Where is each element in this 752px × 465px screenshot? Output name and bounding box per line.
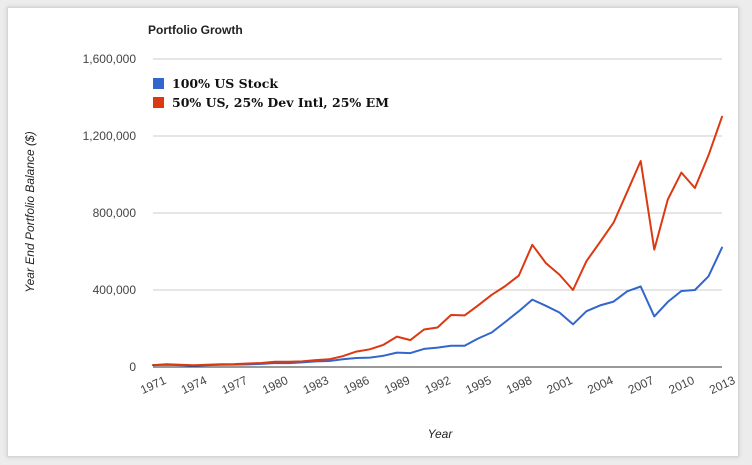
x-tick-label: 1995 [463, 373, 493, 397]
x-tick-label: 1977 [219, 373, 249, 397]
x-tick-label: 2007 [626, 373, 656, 397]
x-tick-label: 1998 [504, 373, 534, 397]
y-tick-label: 800,000 [93, 206, 137, 220]
legend-swatch [153, 78, 164, 89]
x-tick-label: 1986 [341, 373, 371, 397]
y-tick-label: 1,200,000 [83, 129, 137, 143]
x-tick-label: 1980 [260, 373, 290, 397]
legend-label: 100% US Stock [172, 76, 278, 91]
y-axis-tick-labels: 0 400,000 800,000 1,200,000 1,600,000 [83, 52, 137, 374]
legend-label: 50% US, 25% Dev Intl, 25% EM [172, 95, 389, 110]
series-line-2 [152, 115, 723, 367]
y-tick-label: 400,000 [93, 283, 137, 297]
x-axis-tick-labels: 1971 1974 1977 1980 1983 1986 1989 1992 1995 1998… [138, 373, 737, 397]
y-tick-label: 1,600,000 [83, 52, 137, 66]
gridlines [153, 58, 722, 368]
x-axis-title: Year [428, 427, 454, 441]
x-tick-label: 1992 [423, 373, 453, 397]
legend: 100% US Stock 50% US, 25% Dev Intl, 25% E… [153, 76, 389, 110]
x-tick-label: 2013 [707, 373, 737, 397]
series-line-1 [152, 246, 723, 367]
x-tick-label: 1974 [179, 373, 209, 397]
chart-card [7, 7, 739, 457]
x-tick-label: 2001 [545, 373, 575, 397]
x-tick-label: 1971 [138, 373, 168, 397]
x-tick-label: 1989 [382, 373, 412, 397]
x-tick-label: 2010 [667, 373, 697, 397]
x-tick-label: 2004 [585, 373, 615, 397]
series-lines [152, 115, 723, 367]
y-tick-label: 0 [129, 360, 136, 374]
legend-swatch [153, 97, 164, 108]
x-tick-label: 1983 [301, 373, 331, 397]
y-axis-title: Year End Portfolio Balance ($) [23, 131, 37, 292]
chart-title: Portfolio Growth [148, 23, 243, 37]
